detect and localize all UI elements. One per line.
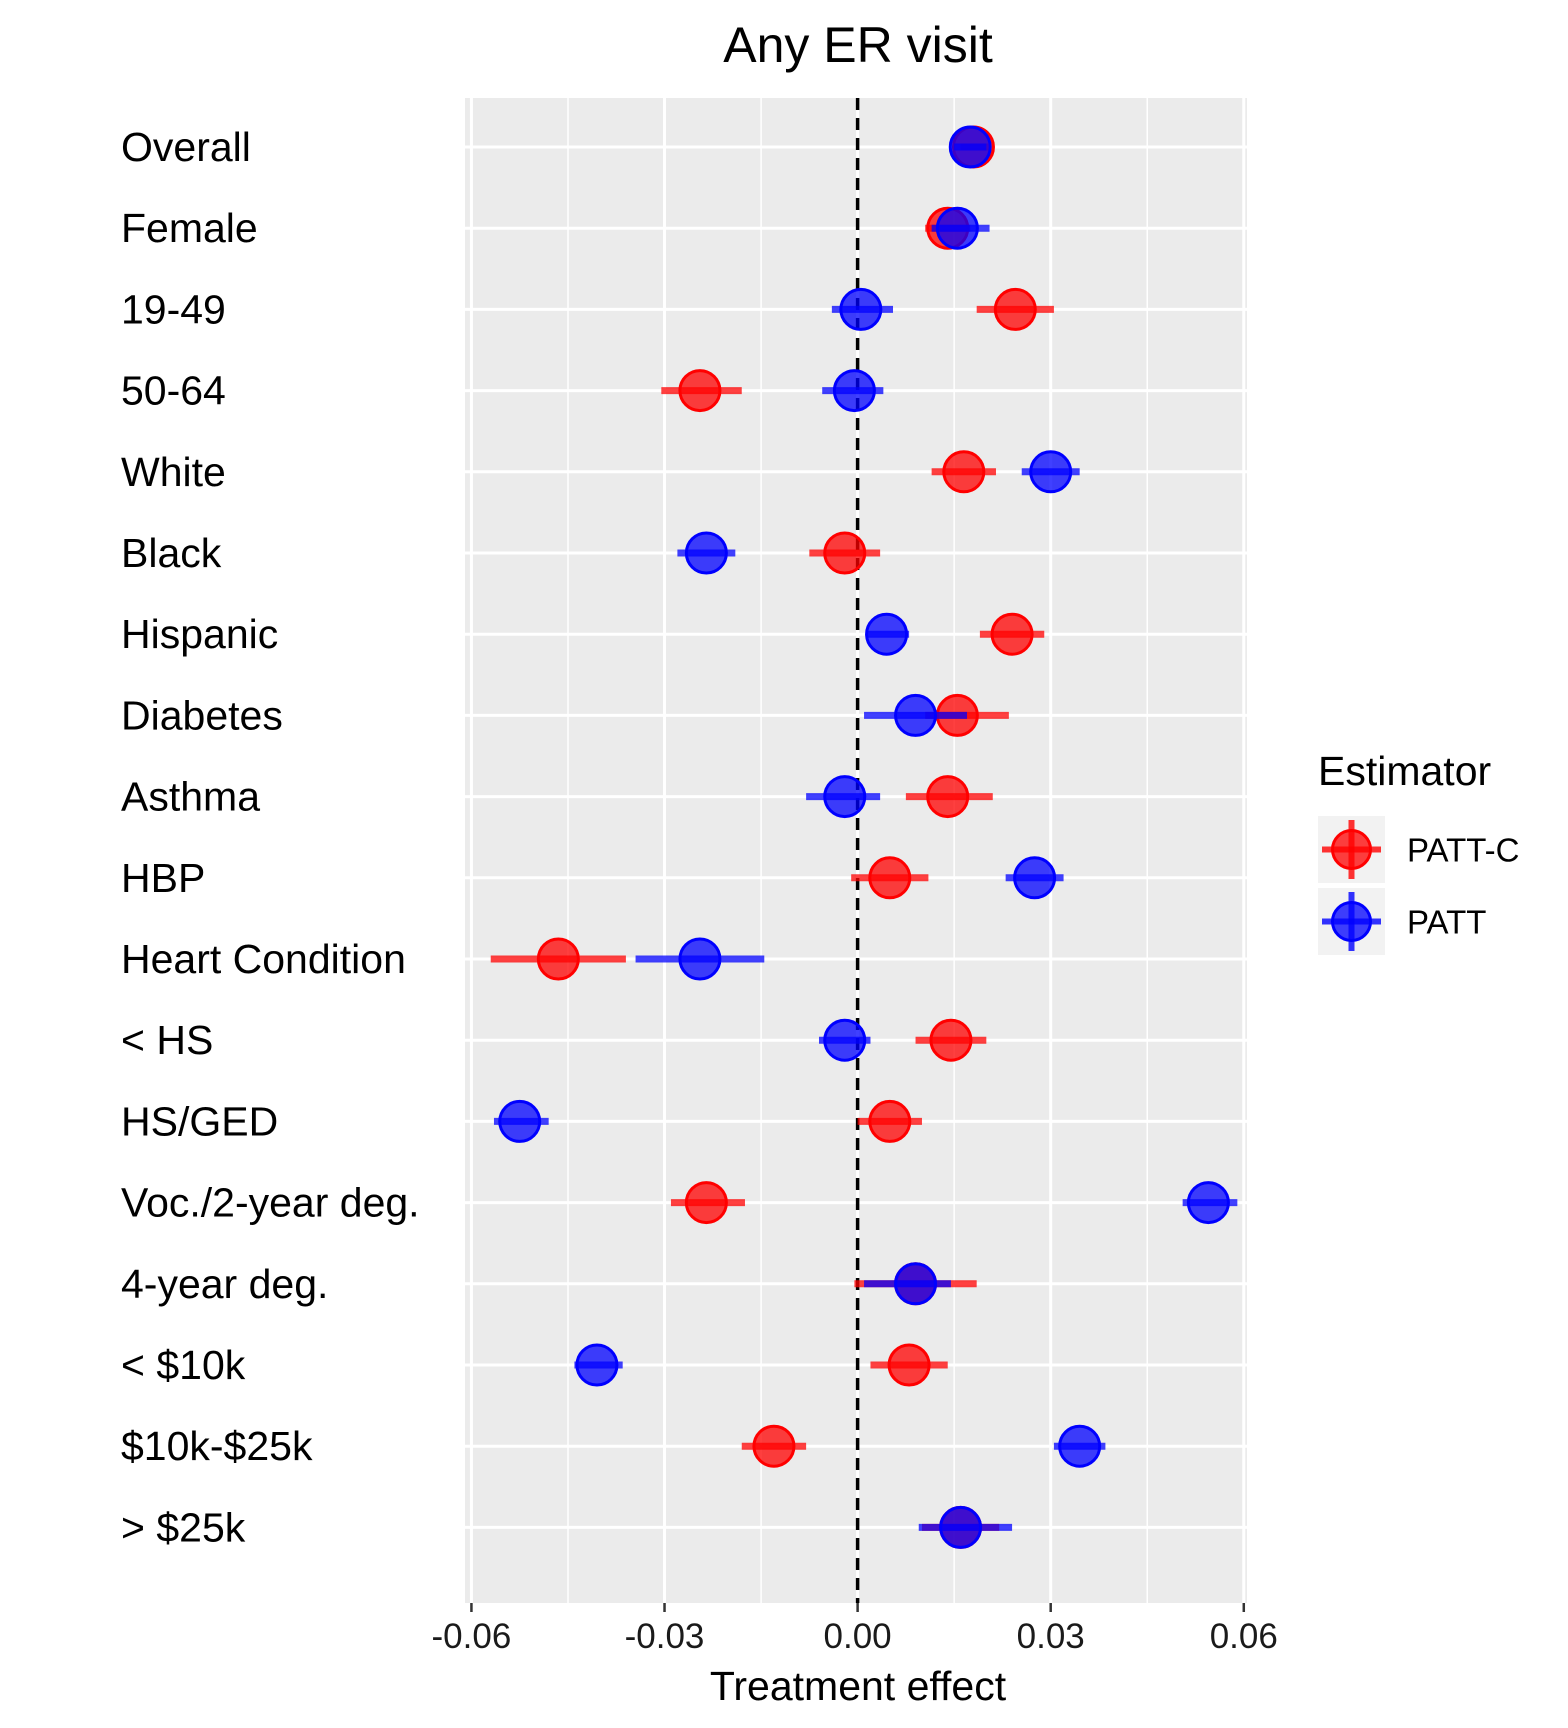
point-estimate [942,450,986,494]
point-estimate [678,369,722,413]
point-estimate [498,1099,542,1143]
x-tick-label: 0.06 [1210,1617,1278,1656]
point-estimate [939,1505,983,1549]
point-estimate [575,1343,619,1387]
point-estimate [993,287,1037,331]
category-label: Heart Condition [121,936,406,982]
point-estimate [1013,856,1057,900]
point-estimate [929,1018,973,1062]
category-label: Hispanic [121,611,278,657]
point-estimate [823,1018,867,1062]
point-estimate [887,1343,931,1387]
point-estimate [752,1424,796,1468]
x-axis-ticks: -0.06 -0.03 0.00 0.03 0.06 [432,1603,1278,1656]
point-estimate [926,775,970,819]
x-axis-title: Treatment effect [710,1663,1007,1709]
point-estimate [536,937,580,981]
category-label: $10k-$25k [121,1423,313,1469]
legend-title: Estimator [1318,748,1491,794]
point-estimate [832,369,876,413]
point-estimate [894,1262,938,1306]
point-estimate [868,1099,912,1143]
legend-dot [1331,829,1372,870]
category-label: Asthma [121,774,260,820]
point-estimate [948,125,992,169]
x-tick-label: 0.03 [1017,1617,1085,1656]
series-patt [493,125,1238,1549]
category-label: Voc./2-year deg. [121,1180,420,1226]
x-tick-label: -0.03 [625,1617,705,1656]
category-label: > $25k [121,1504,246,1550]
point-estimate [1058,1424,1102,1468]
legend-label: PATT-C [1407,832,1519,869]
point-estimate [684,531,728,575]
category-label: Diabetes [121,692,283,738]
data-marks [490,125,1238,1549]
legend-item: PATT [1318,888,1486,955]
point-estimate [684,1181,728,1225]
point-estimate [839,287,883,331]
legend-label: PATT [1407,904,1486,941]
point-estimate [823,531,867,575]
category-label: White [121,449,226,495]
x-tick-label: 0.00 [824,1617,892,1656]
category-label: < HS [121,1017,213,1063]
category-label: 4-year deg. [121,1261,328,1307]
legend-dot [1331,901,1372,942]
point-estimate [1029,450,1073,494]
category-labels: Overall Female 19-49 50-64 White Black Hispani… [121,124,420,1550]
x-tick-label: -0.06 [432,1617,512,1656]
category-label: < $10k [121,1342,246,1388]
legend-item: PATT-C [1318,816,1519,883]
point-estimate [865,612,909,656]
category-label: Black [121,530,222,576]
point-estimate [678,937,722,981]
category-label: HS/GED [121,1098,278,1144]
category-label: Overall [121,124,251,170]
point-estimate [990,612,1034,656]
category-label: 50-64 [121,368,226,414]
category-label: 19-49 [121,286,226,332]
point-estimate [894,693,938,737]
point-estimate [935,206,979,250]
point-estimate [868,856,912,900]
point-estimate [823,775,867,819]
legend: Estimator PATT-C PATT [1318,748,1519,955]
category-label: HBP [121,855,205,901]
category-label: Female [121,205,258,251]
point-estimate [1186,1181,1230,1225]
chart-title: Any ER visit [723,17,993,73]
